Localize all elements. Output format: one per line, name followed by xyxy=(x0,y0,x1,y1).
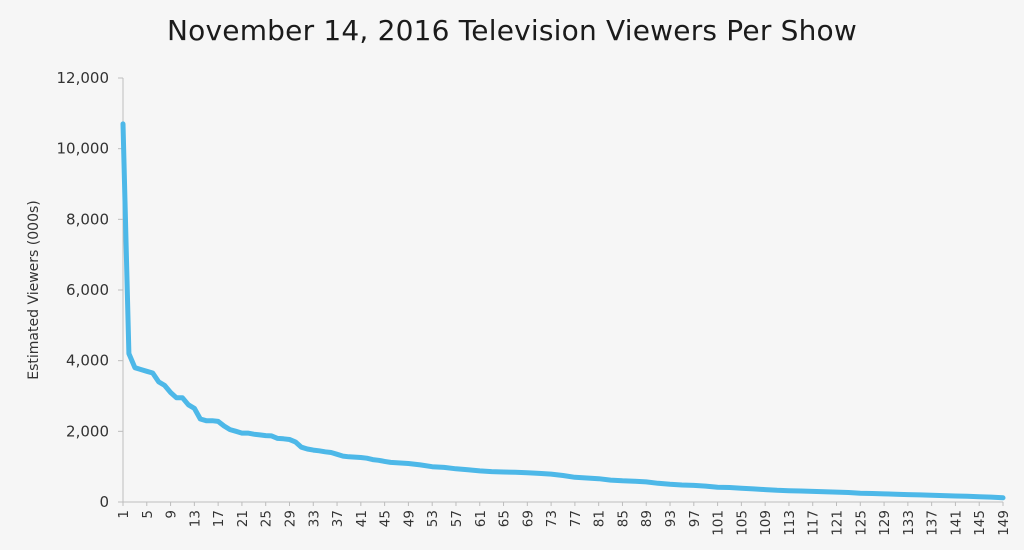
x-tick-label: 53 xyxy=(425,510,441,527)
chart-title: November 14, 2016 Television Viewers Per… xyxy=(167,14,857,47)
y-tick-label: 4,000 xyxy=(66,352,109,370)
x-tick-label: 89 xyxy=(639,510,655,527)
x-tick-label: 125 xyxy=(853,510,869,536)
y-axis-ticks: 0 2,000 4,000 6,000 8,000 10,000 12,000 xyxy=(57,69,123,511)
y-tick-label: 2,000 xyxy=(66,422,109,440)
x-tick-label: 101 xyxy=(711,510,727,536)
x-tick-label: 149 xyxy=(996,510,1012,536)
x-tick-label: 57 xyxy=(449,510,465,527)
x-tick-label: 145 xyxy=(972,510,988,536)
axes xyxy=(122,78,1003,503)
x-tick-label: 9 xyxy=(164,510,180,519)
x-tick-label: 117 xyxy=(806,510,822,536)
x-tick-label: 77 xyxy=(568,510,584,527)
y-axis-label: Estimated Viewers (000s) xyxy=(26,200,42,379)
series-layer xyxy=(120,121,1006,501)
x-tick-label: 69 xyxy=(520,510,536,527)
x-tick-label: 81 xyxy=(592,510,608,527)
x-tick-label: 65 xyxy=(497,510,513,527)
x-tick-label: 5 xyxy=(140,510,156,519)
y-tick-label: 12,000 xyxy=(57,69,110,87)
x-tick-label: 93 xyxy=(663,510,679,527)
y-tick-label: 8,000 xyxy=(66,210,109,228)
x-tick-label: 121 xyxy=(830,510,846,536)
x-tick-label: 17 xyxy=(211,510,227,527)
x-tick-label: 21 xyxy=(235,510,251,527)
x-tick-label: 133 xyxy=(901,510,917,536)
series-line xyxy=(120,121,1006,501)
y-tick-label: 6,000 xyxy=(66,281,109,299)
y-tick-label: 0 xyxy=(99,493,109,511)
x-axis-ticks: 1 5 9 13 17 21 25 29 33 37 41 45 49 53 57 61 65 69 73 77 81 8… xyxy=(116,502,1012,536)
x-tick-label: 73 xyxy=(544,510,560,527)
x-tick-label: 113 xyxy=(782,510,798,536)
x-tick-label: 141 xyxy=(948,510,964,536)
x-tick-label: 129 xyxy=(877,510,893,536)
x-tick-label: 33 xyxy=(306,510,322,527)
y-tick-label: 10,000 xyxy=(57,140,110,158)
x-tick-label: 37 xyxy=(330,510,346,527)
x-tick-label: 137 xyxy=(925,510,941,536)
x-tick-label: 49 xyxy=(401,510,417,527)
x-tick-label: 1 xyxy=(116,510,132,519)
x-tick-label: 13 xyxy=(187,510,203,527)
x-tick-label: 61 xyxy=(473,510,489,527)
x-tick-label: 45 xyxy=(378,510,394,527)
x-tick-label: 97 xyxy=(687,510,703,527)
x-tick-label: 85 xyxy=(615,510,631,527)
x-tick-label: 105 xyxy=(734,510,750,536)
x-tick-label: 41 xyxy=(354,510,370,527)
x-tick-label: 25 xyxy=(259,510,275,527)
x-tick-label: 109 xyxy=(758,510,774,536)
x-tick-label: 29 xyxy=(282,510,298,527)
